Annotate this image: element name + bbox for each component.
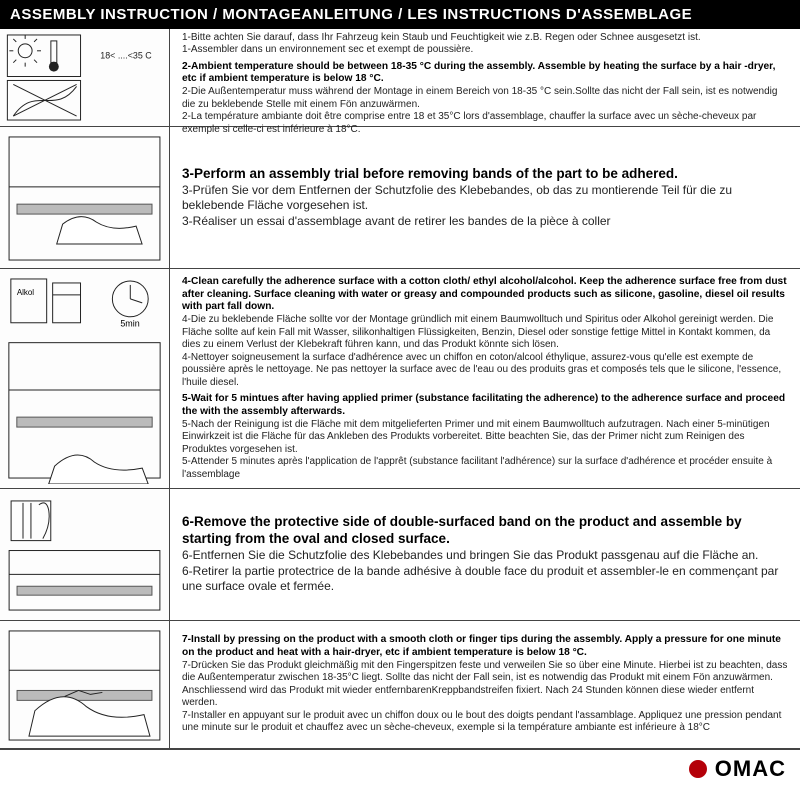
step-2-trans: 2-Die Außentemperatur muss während der M… bbox=[182, 86, 790, 111]
instruction-row: 6-Remove the protective side of double-s… bbox=[0, 489, 800, 621]
step-6-trans: 6-Retirer la partie protectrice de la ba… bbox=[182, 564, 790, 595]
step-5-trans: 5-Nach der Reinigung ist die Fläche mit … bbox=[182, 419, 790, 457]
step-3: 3-Perform an assembly trial before remov… bbox=[182, 166, 790, 230]
step-6-bold: 6-Remove the protective side of double-s… bbox=[182, 514, 790, 548]
step-7-bold: 7-Install by pressing on the product wit… bbox=[182, 634, 790, 660]
step-6: 6-Remove the protective side of double-s… bbox=[182, 514, 790, 595]
instruction-row: 3-Perform an assembly trial before remov… bbox=[0, 127, 800, 269]
step-4-trans: 4-Nettoyer soigneusement la surface d'ad… bbox=[182, 352, 790, 390]
step-2: 2-Ambient temperature should be between … bbox=[182, 61, 790, 137]
step-5-trans: 5-Attender 5 minutes après l'application… bbox=[182, 456, 790, 481]
svg-text:Alkol: Alkol bbox=[17, 288, 34, 297]
diagram-env-icon: 18< ....<35 C bbox=[0, 29, 170, 126]
step-7: 7-Install by pressing on the product wit… bbox=[182, 634, 790, 735]
diagram-press-icon bbox=[0, 621, 170, 748]
step-7-trans: 7-Drücken Sie das Produkt gleichmäßig mi… bbox=[182, 660, 790, 710]
step-1-trans: 1-Bitte achten Sie darauf, dass Ihr Fahr… bbox=[182, 32, 790, 45]
step-3-trans: 3-Prüfen Sie vor dem Entfernen der Schut… bbox=[182, 183, 790, 214]
brand-bullet-icon bbox=[689, 760, 707, 778]
step-6-trans: 6-Entfernen Sie die Schutzfolie des Kleb… bbox=[182, 548, 790, 564]
step-3-trans: 3-Réaliser un essai d'assemblage avant d… bbox=[182, 214, 790, 230]
text-column: 6-Remove the protective side of double-s… bbox=[170, 489, 800, 620]
step-4: 4-Clean carefully the adherence surface … bbox=[182, 276, 790, 389]
step-3-bold: 3-Perform an assembly trial before remov… bbox=[182, 166, 790, 183]
instruction-row: 7-Install by pressing on the product wit… bbox=[0, 621, 800, 749]
step-4-trans: 4-Die zu beklebende Fläche sollte vor de… bbox=[182, 314, 790, 352]
text-column: 3-Perform an assembly trial before remov… bbox=[170, 127, 800, 268]
diagram-trial-icon bbox=[0, 127, 170, 268]
step-5-bold: 5-Wait for 5 mintues after having applie… bbox=[182, 393, 790, 419]
instruction-row: 18< ....<35 C 1-Assemble ina dry and dus… bbox=[0, 29, 800, 127]
svg-text:18< ....<35 C: 18< ....<35 C bbox=[100, 51, 152, 61]
step-1-bold: 1-Assemble ina dry and dust-free environ… bbox=[182, 19, 790, 32]
text-column: 1-Assemble ina dry and dust-free environ… bbox=[170, 29, 800, 126]
svg-text:5min: 5min bbox=[120, 319, 139, 329]
instruction-row: Alkol 5min 4-Clean carefully the adheren… bbox=[0, 269, 800, 489]
step-5: 5-Wait for 5 mintues after having applie… bbox=[182, 393, 790, 481]
text-column: 4-Clean carefully the adherence surface … bbox=[170, 269, 800, 488]
text-column: 7-Install by pressing on the product wit… bbox=[170, 621, 800, 748]
step-2-bold: 2-Ambient temperature should be between … bbox=[182, 61, 790, 87]
footer: OMAC bbox=[0, 749, 800, 787]
diagram-peel-icon bbox=[0, 489, 170, 620]
step-7-trans: 7-Installer en appuyant sur le produit a… bbox=[182, 710, 790, 735]
brand-text: OMAC bbox=[715, 756, 786, 782]
diagram-clean-icon: Alkol 5min bbox=[0, 269, 170, 488]
step-1-trans: 1-Assembler dans un environnement sec et… bbox=[182, 44, 790, 57]
step-1: 1-Assemble ina dry and dust-free environ… bbox=[182, 19, 790, 57]
instruction-rows: 18< ....<35 C 1-Assemble ina dry and dus… bbox=[0, 29, 800, 749]
step-4-bold: 4-Clean carefully the adherence surface … bbox=[182, 276, 790, 314]
